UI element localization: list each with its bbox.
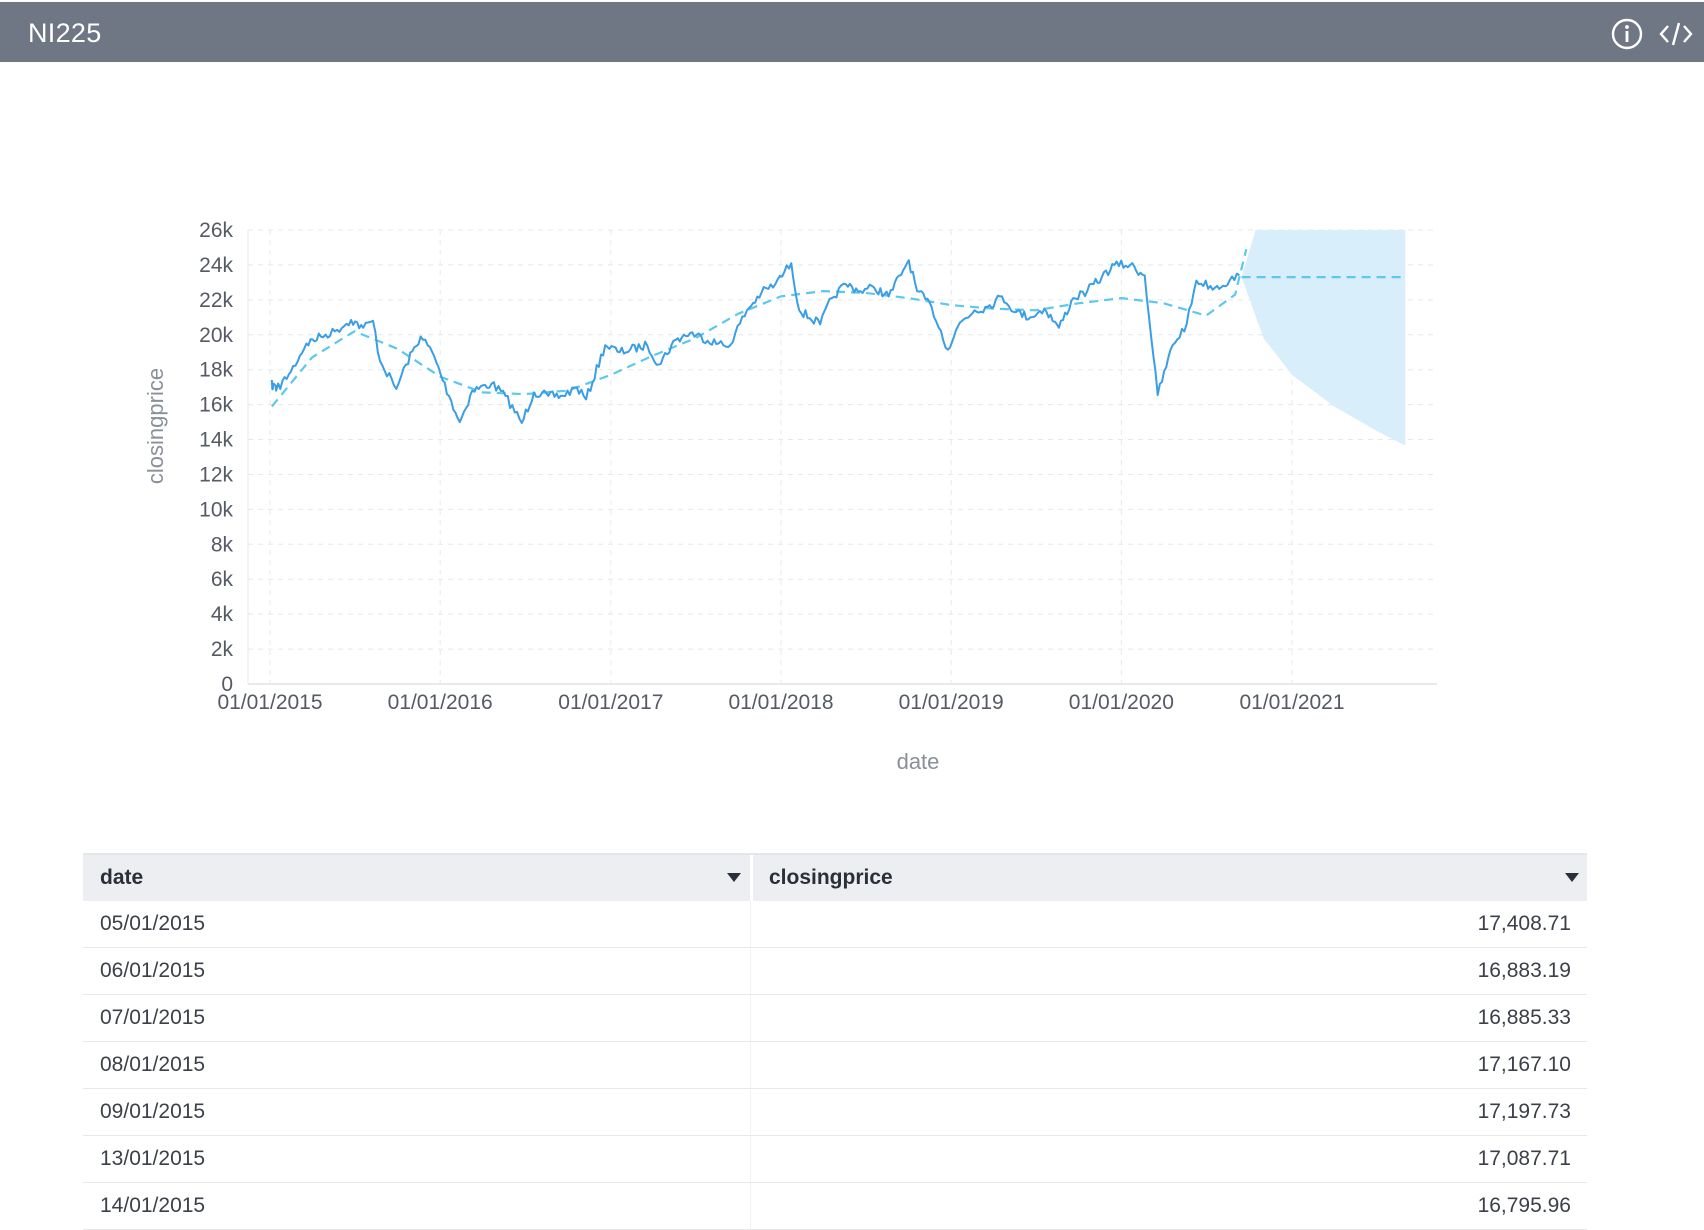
y-tick-label: 22k — [199, 289, 233, 312]
column-header-date[interactable]: date — [100, 866, 144, 889]
cell-closingprice: 17,167.10 — [1477, 1053, 1571, 1076]
series-actual-line — [270, 259, 1240, 424]
cell-date: 05/01/2015 — [100, 912, 206, 935]
title-bar: NI225 — [0, 2, 1704, 62]
cell-date: 06/01/2015 — [100, 959, 206, 982]
series-trend-line — [271, 248, 1248, 408]
table-body: 05/01/2015 17,408.71 06/01/2015 16,883.19 07… — [83, 901, 1587, 1230]
x-tick-label: 01/01/2018 — [728, 691, 833, 714]
table-row[interactable]: 05/01/2015 17,408.71 — [83, 901, 1587, 948]
table-row[interactable]: 08/01/2015 17,167.10 — [83, 1042, 1587, 1089]
column-divider — [750, 948, 751, 994]
cell-closingprice: 16,795.96 — [1477, 1194, 1571, 1217]
cell-closingprice: 17,087.71 — [1477, 1147, 1571, 1170]
line-chart: 0 2k 4k 6k 8k 10k 12k 14k 16k 18k 20k 22k 24k 26k 01/0… — [143, 219, 1437, 774]
table-row[interactable]: 06/01/2015 16,883.19 — [83, 948, 1587, 995]
table-header: date closingprice — [83, 853, 1587, 901]
column-divider — [750, 995, 751, 1041]
cell-closingprice: 16,885.33 — [1477, 1006, 1571, 1029]
sort-date-arrow-icon[interactable] — [727, 873, 741, 882]
x-tick-label: 01/01/2019 — [899, 691, 1004, 714]
sort-closingprice-arrow-icon[interactable] — [1565, 873, 1579, 882]
x-axis-title: date — [897, 749, 940, 774]
y-tick-label: 14k — [199, 429, 233, 452]
x-tick-label: 01/01/2015 — [217, 691, 322, 714]
column-header-closingprice[interactable]: closingprice — [769, 866, 893, 889]
y-tick-label: 0 — [221, 673, 233, 696]
column-divider — [750, 901, 751, 947]
cell-closingprice: 17,408.71 — [1477, 912, 1571, 935]
y-tick-label: 24k — [199, 254, 233, 277]
cell-closingprice: 16,883.19 — [1477, 959, 1571, 982]
x-tick-label: 01/01/2016 — [388, 691, 493, 714]
table-row[interactable]: 14/01/2015 16,795.96 — [83, 1183, 1587, 1230]
y-tick-label: 12k — [199, 463, 233, 486]
table-row[interactable]: 09/01/2015 17,197.73 — [83, 1089, 1587, 1136]
y-tick-label: 26k — [199, 219, 233, 242]
y-tick-label: 18k — [199, 359, 233, 382]
y-axis-title: closingprice — [143, 368, 168, 484]
table-row[interactable]: 13/01/2015 17,087.71 — [83, 1136, 1587, 1183]
table-row[interactable]: 07/01/2015 16,885.33 — [83, 995, 1587, 1042]
y-tick-label: 6k — [211, 568, 234, 591]
column-divider — [750, 1183, 751, 1229]
column-divider — [750, 1136, 751, 1182]
chart-area: 0 2k 4k 6k 8k 10k 12k 14k 16k 18k 20k 22k 24k 26k 01/0… — [0, 64, 1704, 824]
y-tick-label: 8k — [211, 533, 234, 556]
x-tick-label: 01/01/2021 — [1239, 691, 1344, 714]
code-icon[interactable] — [1658, 16, 1694, 52]
window-title: NI225 — [28, 18, 102, 48]
column-divider — [750, 1089, 751, 1135]
data-table: date closingprice 05/01/2015 17,408.71 06/… — [83, 853, 1587, 1230]
cell-date: 07/01/2015 — [100, 1006, 206, 1029]
y-tick-label: 20k — [199, 324, 233, 347]
x-tick-label: 01/01/2020 — [1069, 691, 1174, 714]
cell-date: 08/01/2015 — [100, 1053, 206, 1076]
column-divider — [750, 1042, 751, 1088]
y-tick-label: 16k — [199, 394, 233, 417]
cell-date: 13/01/2015 — [100, 1147, 206, 1170]
info-icon[interactable] — [1609, 16, 1645, 52]
x-tick-label: 01/01/2017 — [558, 691, 663, 714]
y-tick-label: 4k — [211, 603, 234, 626]
window-header: NI225 — [0, 0, 1704, 64]
cell-date: 09/01/2015 — [100, 1100, 206, 1123]
forecast-band — [1241, 230, 1406, 446]
cell-closingprice: 17,197.73 — [1477, 1100, 1571, 1123]
y-tick-label: 10k — [199, 498, 233, 521]
y-tick-label: 2k — [211, 638, 234, 661]
cell-date: 14/01/2015 — [100, 1194, 206, 1217]
column-divider — [750, 855, 753, 901]
